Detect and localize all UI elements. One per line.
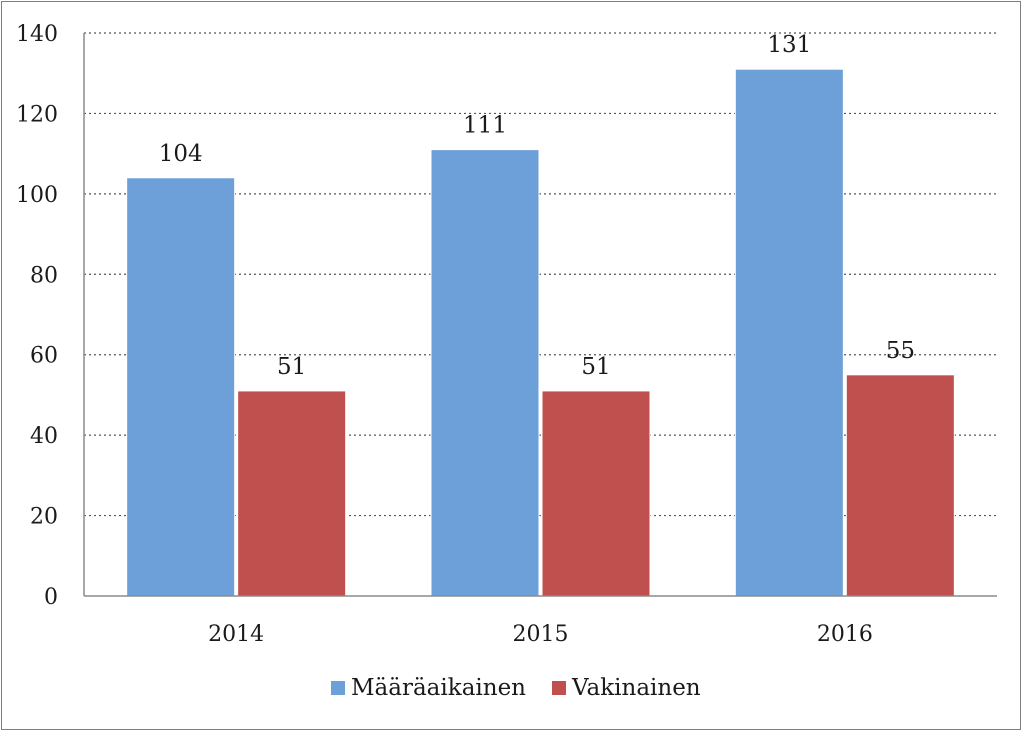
- bar-vakinainen-2014: [237, 390, 347, 597]
- bar-vakinainen-2015: [541, 390, 651, 597]
- data-labels: 104 51 111 51 131 55: [159, 32, 915, 380]
- y-tick-label: 60: [30, 344, 58, 369]
- data-label: 51: [277, 354, 306, 380]
- bars: [126, 68, 955, 597]
- data-label: 55: [886, 338, 915, 364]
- x-tick-label: 2014: [208, 622, 264, 647]
- gridlines: [84, 32, 997, 517]
- bar-maaraaikainen-2015: [430, 149, 540, 597]
- y-tick-label: 140: [16, 22, 58, 47]
- y-axis-ticks: 0 20 40 60 80 100 120 140: [16, 22, 58, 610]
- bar-maaraaikainen-2016: [734, 68, 844, 597]
- y-tick-label: 80: [30, 263, 58, 288]
- legend-swatch: [331, 681, 345, 695]
- legend-label: Vakinainen: [571, 675, 701, 701]
- bar-vakinainen-2016: [845, 374, 955, 597]
- x-tick-label: 2015: [513, 622, 569, 647]
- legend: Määräaikainen Vakinainen: [331, 675, 701, 701]
- data-label: 51: [581, 354, 610, 380]
- x-axis-ticks: 2014 2015 2016: [208, 622, 873, 647]
- y-tick-label: 0: [44, 585, 58, 610]
- x-tick-label: 2016: [817, 622, 873, 647]
- data-label: 104: [159, 141, 203, 167]
- legend-label: Määräaikainen: [351, 675, 526, 701]
- bar-maaraaikainen-2014: [126, 177, 236, 597]
- legend-swatch: [552, 681, 566, 695]
- y-tick-label: 120: [16, 102, 58, 127]
- data-label: 111: [463, 113, 507, 139]
- y-tick-label: 40: [30, 424, 58, 449]
- data-label: 131: [767, 32, 811, 58]
- y-tick-label: 20: [30, 505, 58, 530]
- y-tick-label: 100: [16, 183, 58, 208]
